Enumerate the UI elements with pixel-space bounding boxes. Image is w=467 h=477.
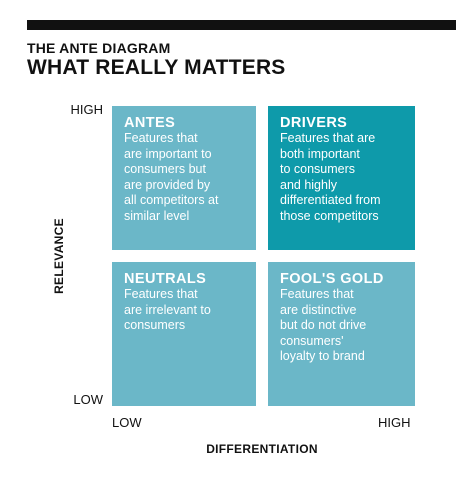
quadrant-fools-gold: FOOL'S GOLD Features that are distinctiv… [268, 262, 415, 406]
y-axis-low-label: LOW [73, 392, 103, 407]
quadrant-drivers-line: those competitors [280, 208, 379, 223]
quadrant-drivers-line: and highly [280, 177, 337, 192]
quadrant-antes-description: Features that are important to consumers… [124, 131, 245, 224]
quadrant-fools-gold-line: loyalty to brand [280, 349, 365, 363]
quadrant-antes: ANTES Features that are important to con… [112, 106, 256, 250]
quadrant-fools-gold-description: Features that are distinctive but do not… [280, 287, 404, 365]
quadrant-antes-line: consumers but [124, 162, 206, 176]
quadrant-antes-line: are important to [124, 146, 212, 161]
quadrant-drivers-line: to consumers [280, 162, 356, 176]
quadrant-neutrals: NEUTRALS Features that are irrelevant to… [112, 262, 256, 406]
quadrant-fools-gold-title: FOOL'S GOLD [280, 271, 384, 287]
quadrant-antes-title: ANTES [124, 115, 176, 131]
y-axis-title: RELEVANCE [52, 218, 66, 294]
quadrant-drivers-line: differentiated from [280, 193, 381, 207]
y-axis-high-label: HIGH [70, 102, 104, 117]
quadrant-drivers-description: Features that are both important to cons… [280, 131, 404, 224]
quadrant-neutrals-line: consumers [124, 318, 186, 332]
quadrant-neutrals-title: NEUTRALS [124, 271, 207, 287]
quadrant-drivers-title: DRIVERS [280, 115, 348, 131]
quadrant-fools-gold-line: but do not drive [280, 318, 367, 332]
quadrant-fools-gold-line: Features that [280, 287, 354, 301]
quadrant-neutrals-line: Features that [124, 287, 198, 301]
quadrant-fools-gold-line: consumers' [280, 333, 344, 348]
quadrant-drivers-line: both important [280, 146, 360, 161]
diagram-title: WHAT REALLY MATTERS [27, 56, 286, 79]
x-axis-high-label: HIGH [378, 415, 411, 430]
quadrant-fools-gold-line: are distinctive [280, 302, 357, 317]
quadrant-antes-line: all competitors at [124, 193, 219, 207]
x-axis-title: DIFFERENTIATION [206, 442, 318, 456]
quadrant-drivers: DRIVERS Features that are both important… [268, 106, 415, 250]
quadrant-drivers-line: Features that are [280, 131, 376, 145]
top-rule [27, 20, 456, 30]
diagram-kicker: THE ANTE DIAGRAM [27, 40, 171, 56]
x-axis-low-label: LOW [112, 415, 142, 430]
quadrant-antes-line: similar level [124, 208, 190, 223]
quadrant-neutrals-line: are irrelevant to [124, 302, 211, 317]
quadrant-antes-line: Features that [124, 131, 198, 145]
quadrant-neutrals-description: Features that are irrelevant to consumer… [124, 287, 245, 334]
quadrant-antes-line: are provided by [124, 177, 211, 192]
